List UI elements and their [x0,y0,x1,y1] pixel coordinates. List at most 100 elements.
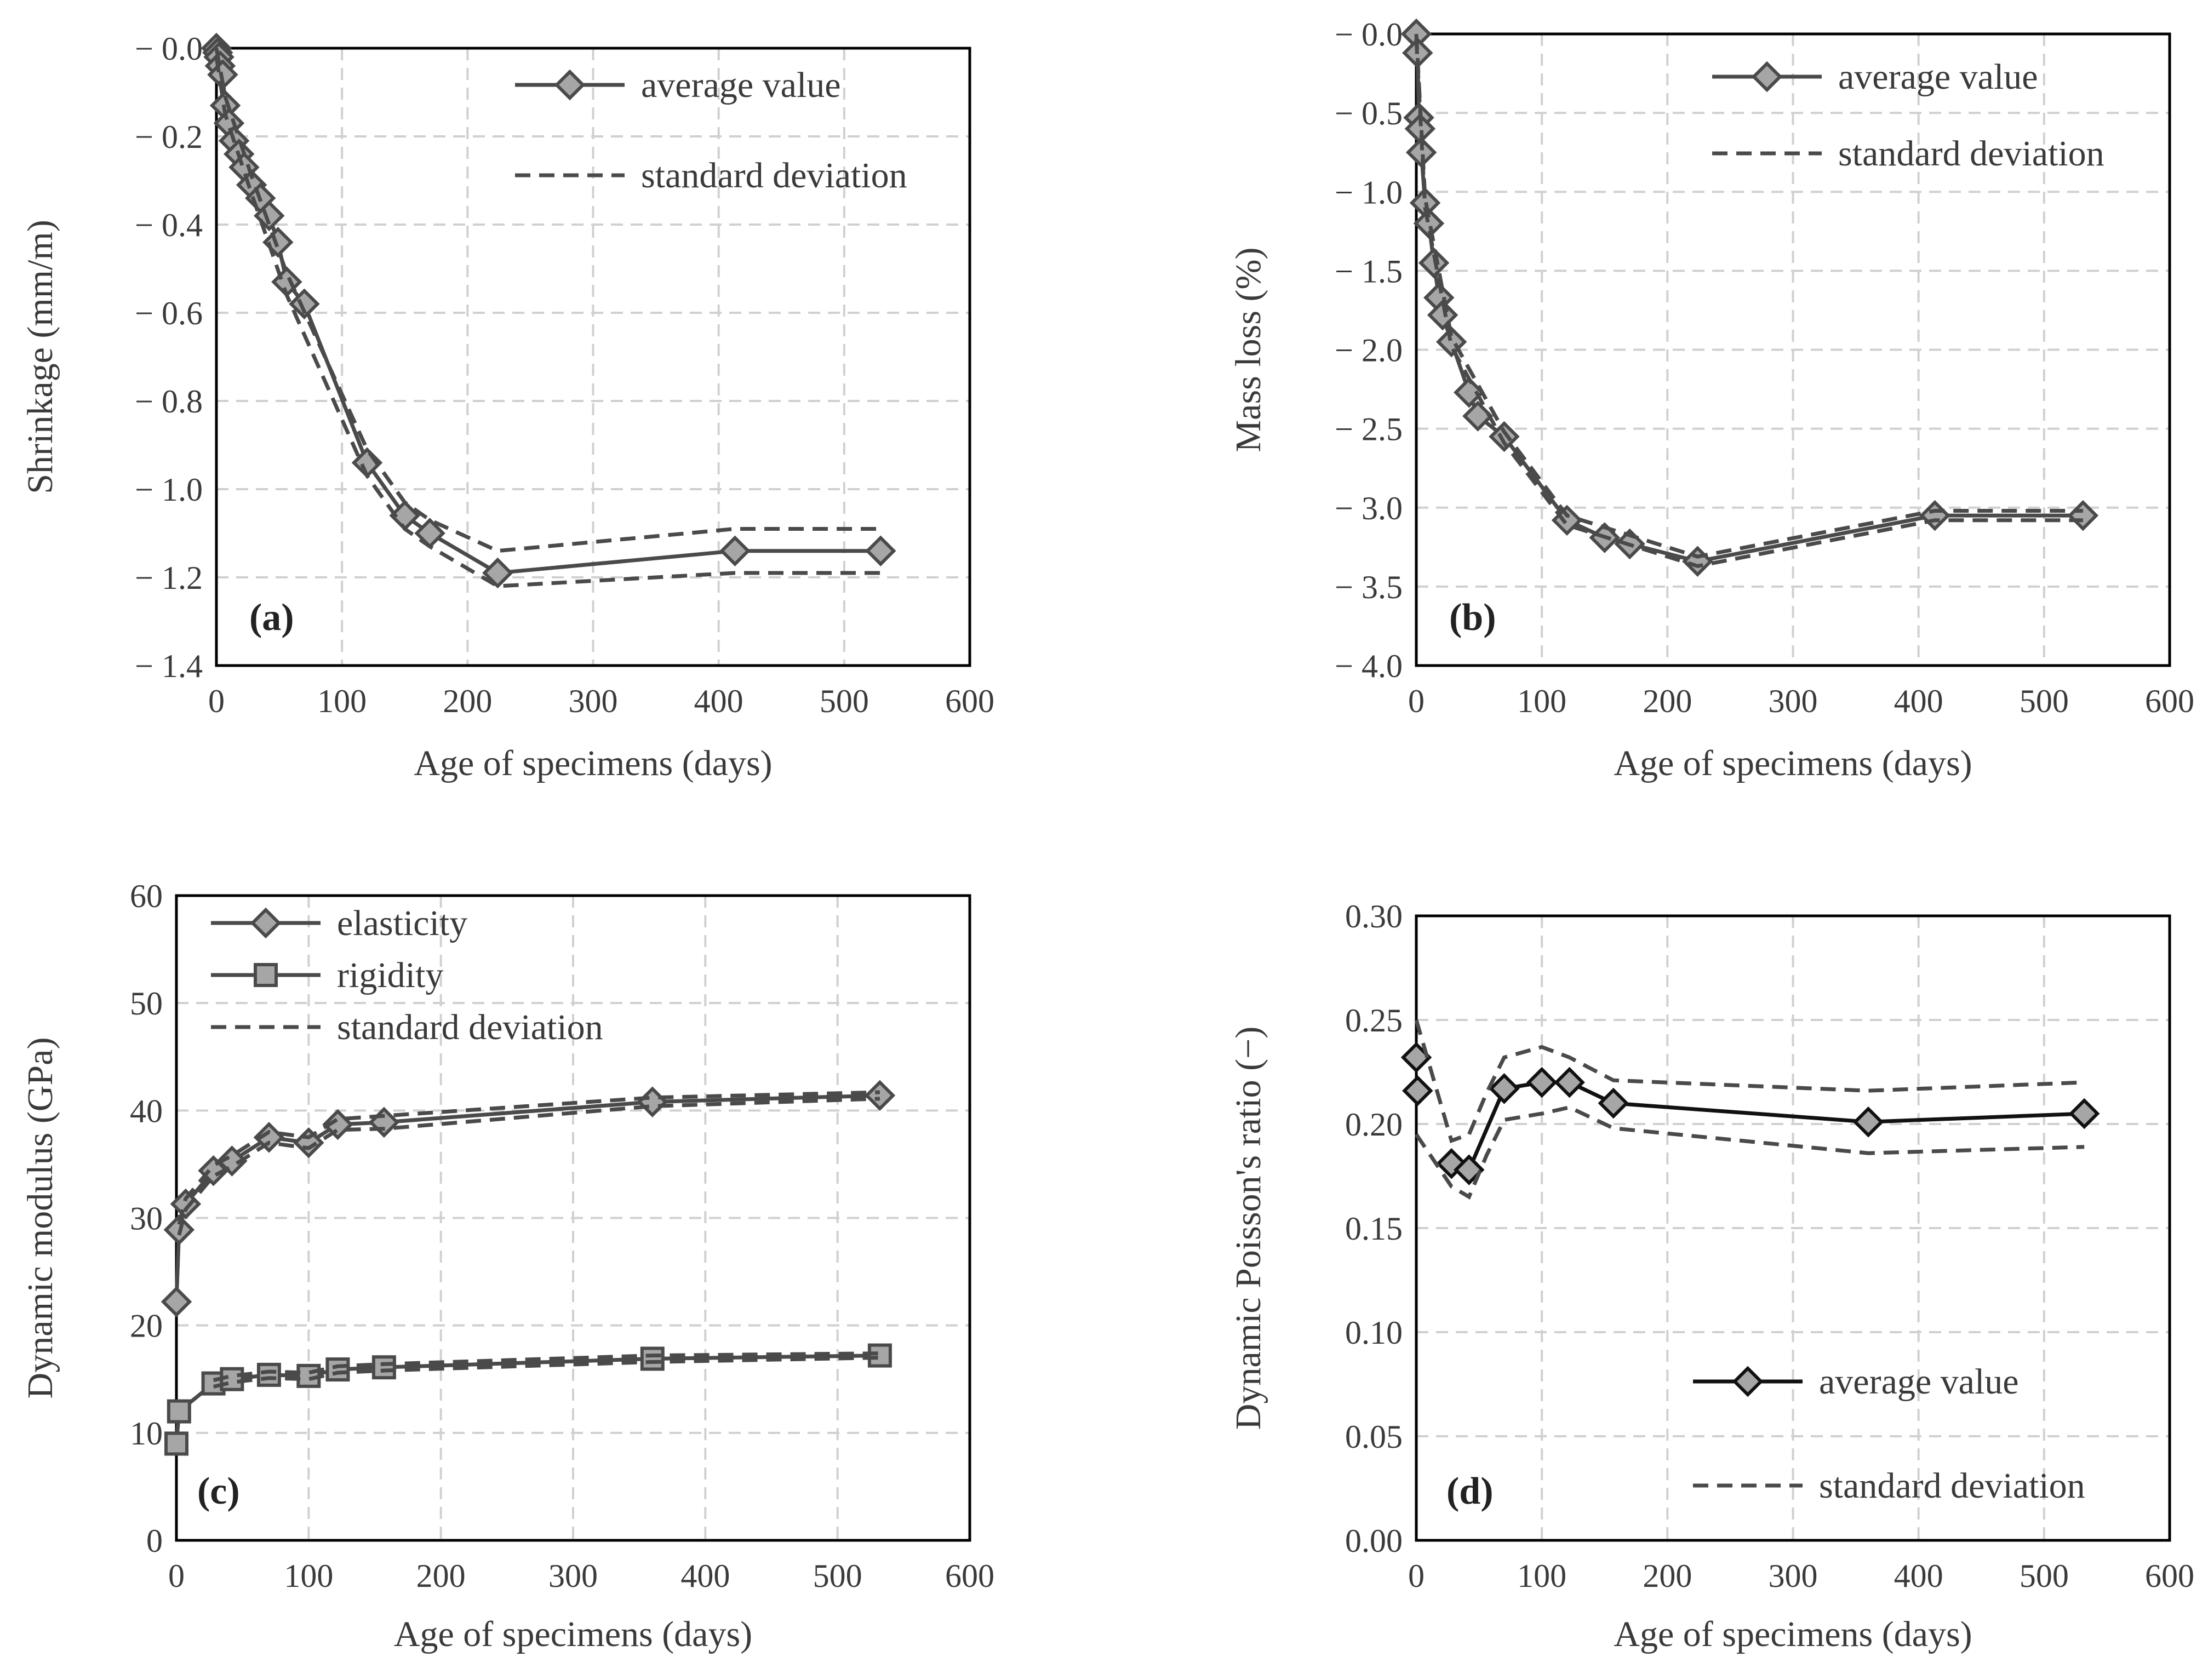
std-dev-line [213,1356,880,1389]
y-axis-title: Shrinkage (mm/m) [20,220,60,494]
legend-entry: elasticity [211,903,467,943]
x-tick-label: 300 [569,683,618,719]
x-tick-label: 600 [945,683,994,719]
y-tick-label: − 0.0 [135,31,203,67]
data-point [1598,1087,1629,1119]
std-dev-line [1414,33,2083,559]
x-tick-label: 200 [1643,1558,1692,1594]
legend-marker [1751,61,1783,93]
data-point [161,1286,192,1317]
data-point [164,1431,188,1456]
data-point [1852,1106,1884,1138]
y-tick-label: 0.15 [1345,1211,1403,1247]
x-tick-label: 400 [1894,1558,1943,1594]
chart-panel-c: 0 100 200 300 400 500 600 0 10 20 30 40 50 60 Age of s… [20,878,994,1654]
data-point [1402,1075,1433,1106]
x-tick-label: 100 [1517,1558,1566,1594]
data-point [1489,1073,1520,1104]
x-tick-label: 300 [1769,1558,1818,1594]
y-tick-label: 0.05 [1345,1419,1403,1455]
legend-label: rigidity [337,955,443,995]
std-dev-line [214,56,881,588]
x-axis-title: Age of specimens (days) [394,1614,752,1654]
x-tick-label: 400 [680,1558,730,1594]
legend-marker [1732,1366,1764,1397]
series-line [174,1354,880,1444]
y-axis-title: Dynamic Poisson's ratio (−) [1228,1027,1268,1430]
x-axis-title: Age of specimens (days) [1614,1614,1972,1654]
data-point [1554,1067,1585,1098]
y-axis-title: Dynamic modulus (GPa) [20,1037,60,1399]
x-tick-label: 200 [416,1558,466,1594]
y-tick-label: 0.00 [1345,1523,1403,1559]
legend-entry: standard deviation [1693,1466,2085,1506]
legend-label: standard deviation [641,156,907,196]
data-point [216,1145,248,1177]
std-dev-line [1414,1019,2085,1143]
data-point [1462,400,1494,432]
series-standard-deviation-upper- [1414,33,2083,559]
legend-label: elasticity [337,903,467,943]
y-tick-label: − 1.4 [135,648,203,684]
std-dev-line [1415,1105,2085,1200]
legend-marker [254,963,278,987]
chart-panel-a: 0 100 200 300 400 500 600 − 0.0 − 0.2 − 0.4 − 0.6 −… [20,31,994,783]
std-dev-line [213,1351,880,1383]
y-tick-label: 0 [146,1523,163,1559]
y-tick-label: 20 [130,1308,163,1344]
y-tick-label: 40 [130,1093,163,1129]
x-tick-label: 400 [1894,683,1943,719]
y-tick-label: 50 [130,985,163,1022]
y-tick-label: − 1.0 [135,472,203,508]
data-point [325,1357,350,1382]
panel-label: (d) [1446,1470,1494,1512]
legend-label: standard deviation [337,1007,603,1047]
x-tick-label: 300 [548,1558,598,1594]
legend-marker [250,907,282,939]
data-point [293,1127,324,1159]
data-point [253,1122,285,1153]
y-tick-label: − 1.0 [1335,174,1403,210]
series-standard-deviation-upper- [214,48,881,553]
x-tick-label: 100 [1517,683,1566,719]
series-rigidity-standard-deviation-lower- [213,1356,880,1389]
y-tick-label: − 0.6 [135,295,203,331]
data-point [371,1355,396,1380]
data-point [864,1080,896,1111]
x-tick-label: 0 [208,683,225,719]
series-elasticity-standard-deviation-lower- [177,1097,880,1236]
y-tick-label: 10 [130,1415,163,1452]
series-elasticity-standard-deviation-upper- [177,1090,880,1225]
y-tick-label: 30 [130,1201,163,1237]
y-tick-label: − 0.0 [1335,16,1403,53]
panel-label: (c) [197,1470,240,1512]
series-standard-deviation-lower- [1414,38,2083,569]
data-point [865,535,896,566]
data-point [256,1362,281,1387]
data-point [289,288,320,320]
x-tick-label: 600 [2145,683,2194,719]
legend-label: standard deviation [1838,134,2104,174]
legend-entry: average value [1712,57,2038,97]
plot-area [215,47,971,667]
series-rigidity-standard-deviation-upper- [213,1351,880,1383]
x-tick-label: 400 [694,683,743,719]
data-point [167,1399,191,1424]
y-tick-label: 0.25 [1345,1002,1403,1039]
data-point [719,535,751,566]
legend-entry: standard deviation [211,1007,603,1047]
y-tick-label: − 1.5 [1335,253,1403,289]
y-tick-label: 0.10 [1345,1315,1403,1351]
data-point [170,1188,202,1220]
y-tick-label: 60 [130,878,163,914]
legend-entry: standard deviation [515,156,907,196]
data-point [640,1346,665,1371]
y-tick-label: − 1.2 [135,560,203,596]
legend-entry: rigidity [211,955,443,995]
legend-label: average value [1819,1362,2019,1402]
x-tick-label: 200 [443,683,492,719]
x-tick-label: 100 [284,1558,333,1594]
y-tick-label: 0.20 [1345,1106,1403,1143]
